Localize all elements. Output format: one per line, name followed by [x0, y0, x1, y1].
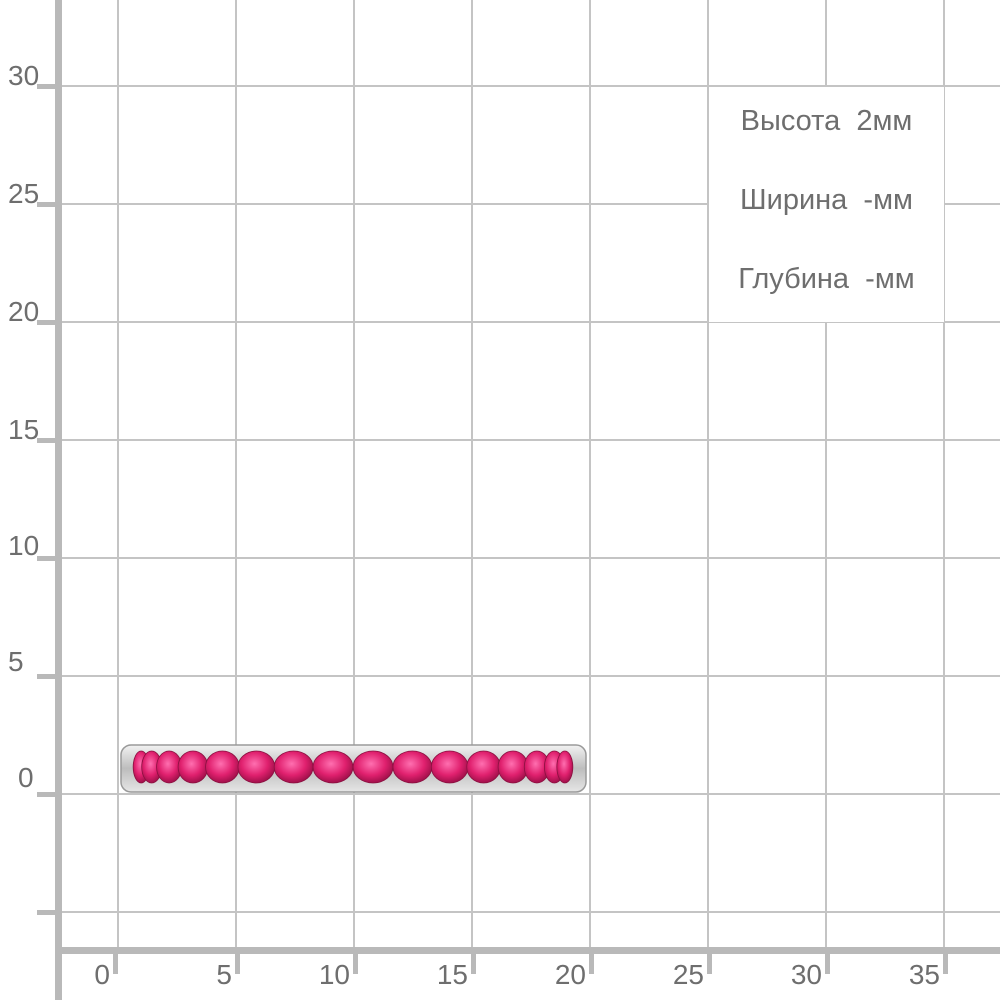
x-tick-label: 15: [436, 959, 468, 990]
grid-line: [943, 0, 945, 947]
x-tick: [589, 952, 594, 974]
x-tick: [707, 952, 712, 974]
y-tick-label: 25: [8, 178, 40, 209]
grid-line: [58, 439, 1000, 441]
x-tick: [825, 952, 830, 974]
grid-line: [58, 911, 1000, 913]
gemstone: [205, 750, 240, 784]
x-tick-label: 10: [318, 959, 350, 990]
gemstone: [352, 750, 394, 784]
y-tick-label: 10: [8, 530, 40, 561]
x-tick: [113, 952, 118, 974]
gemstone: [556, 750, 574, 784]
grid-line: [707, 0, 709, 947]
x-tick-label: 20: [554, 959, 586, 990]
y-tick: [37, 556, 57, 561]
grid-line: [58, 203, 1000, 205]
y-tick: [37, 84, 57, 89]
width-label: Ширина -мм: [740, 184, 913, 216]
gemstone: [273, 750, 314, 784]
gemstone: [237, 750, 276, 784]
y-tick: [37, 910, 57, 915]
grid-line: [353, 0, 355, 947]
height-label: Высота 2мм: [740, 105, 913, 137]
x-tick-label: 0: [94, 959, 110, 990]
grid-line: [58, 557, 1000, 559]
x-tick-label: 30: [790, 959, 822, 990]
grid-line: [58, 793, 1000, 795]
grid-line: [58, 675, 1000, 677]
grid-line: [471, 0, 473, 947]
y-tick: [37, 202, 57, 207]
x-tick: [471, 952, 476, 974]
dimensions-panel: Высота 2мм Ширина -мм Глубина -мм: [709, 87, 944, 322]
y-tick-label: 20: [8, 296, 40, 327]
x-tick: [353, 952, 358, 974]
y-tick: [37, 320, 57, 325]
grid-line: [235, 0, 237, 947]
y-tick: [37, 438, 57, 443]
grid-line: [589, 0, 591, 947]
gemstone: [430, 750, 469, 784]
y-tick-label: 15: [8, 414, 40, 445]
grid-line: [117, 0, 119, 947]
y-axis: [55, 0, 62, 1000]
gemstone: [466, 750, 501, 784]
x-axis: [55, 947, 1000, 954]
y-tick: [37, 792, 57, 797]
gemstone: [392, 750, 433, 784]
y-tick-label: 30: [8, 60, 40, 91]
x-tick: [235, 952, 240, 974]
grid-line: [58, 321, 1000, 323]
y-tick-label: 0: [18, 762, 34, 793]
gemstone: [312, 750, 354, 784]
grid-line: [58, 85, 1000, 87]
x-tick-label: 5: [216, 959, 232, 990]
x-tick: [943, 952, 948, 974]
y-tick: [37, 674, 57, 679]
depth-label: Глубина -мм: [738, 263, 915, 295]
gemstone: [497, 750, 529, 784]
grid-line: [825, 0, 827, 947]
y-tick-label: 5: [8, 646, 24, 677]
gemstone: [177, 750, 209, 784]
x-tick-label: 35: [908, 959, 940, 990]
x-tick-label: 25: [672, 959, 704, 990]
